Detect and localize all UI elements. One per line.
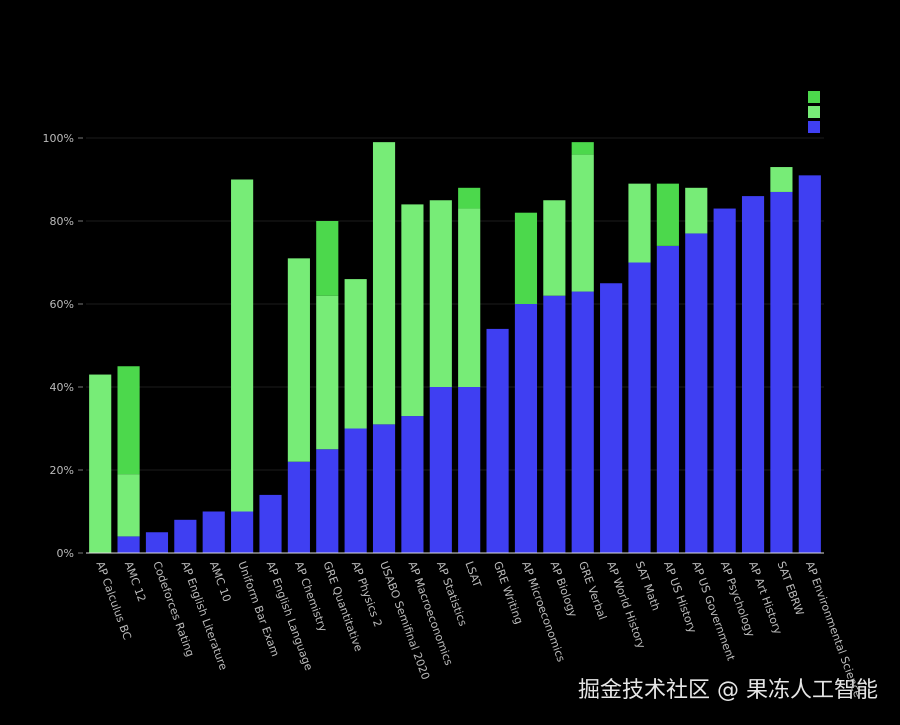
bar-segment <box>372 142 396 425</box>
bar-segment <box>259 494 282 553</box>
bar-segment <box>231 511 254 553</box>
bar-segment <box>287 461 310 553</box>
bar-segment <box>401 416 424 553</box>
bar-segment <box>316 221 339 296</box>
x-tick-label: AMC 10 <box>207 560 234 604</box>
bar-segment <box>117 536 140 553</box>
bar-segment <box>117 366 140 475</box>
bar-segment <box>770 191 793 553</box>
y-tick-label: 40% <box>50 381 74 394</box>
bar-segment <box>202 511 225 553</box>
watermark: 掘金技术社区 @ 果冻人工智能 <box>578 678 878 703</box>
bar-segment <box>287 258 310 462</box>
x-tick-label: SAT Math <box>633 560 663 613</box>
bar-segment <box>231 179 254 512</box>
bar-segment <box>372 424 396 553</box>
bar-segment <box>458 187 481 209</box>
bar-segment <box>458 208 481 387</box>
bar-segment <box>571 154 594 292</box>
bar-segment <box>656 183 679 246</box>
bar-segment <box>741 196 765 553</box>
bar-segment <box>571 291 594 553</box>
bar-segment <box>628 262 651 553</box>
y-tick-label: 0% <box>57 547 74 560</box>
bar-segment <box>713 208 736 554</box>
bar-segment <box>344 428 367 553</box>
bar-segment <box>600 283 623 553</box>
bar-segment <box>174 519 197 553</box>
bar-segment <box>571 142 594 155</box>
bar-segment <box>316 295 339 450</box>
legend-swatch <box>808 121 820 133</box>
bar-segment <box>458 387 481 553</box>
y-tick-label: 100% <box>43 132 74 145</box>
x-tick-label: LSAT <box>462 560 483 590</box>
bar-segment <box>429 200 452 387</box>
legend-swatch <box>808 106 820 118</box>
bar-segment <box>89 374 112 553</box>
bar-segment <box>798 175 821 553</box>
y-tick-label: 80% <box>50 215 74 228</box>
x-tick-label: SAT EBRW <box>775 560 807 618</box>
bar-segment <box>685 233 708 553</box>
bar-segment <box>145 532 169 553</box>
x-tick-label: GRE Verbal <box>576 560 609 622</box>
x-tick-label: GRE Writing <box>491 560 526 626</box>
bar-segment <box>543 295 566 553</box>
bar-segment <box>117 474 140 537</box>
bar-segment <box>429 387 452 553</box>
bar-segment <box>685 187 708 234</box>
y-tick-label: 20% <box>50 464 74 477</box>
y-tick-label: 60% <box>50 298 74 311</box>
bar-segment <box>543 200 566 296</box>
bar-segment <box>514 212 538 304</box>
x-tick-label: AP Biology <box>548 560 580 620</box>
bar-segment <box>316 449 339 553</box>
bar-segment <box>770 167 793 192</box>
legend-swatch <box>808 91 820 103</box>
bar-segment <box>656 245 679 553</box>
bar-segment <box>401 204 424 417</box>
x-tick-label: AMC 12 <box>122 560 149 604</box>
bar-segment <box>344 279 367 429</box>
bar-segment <box>486 328 509 553</box>
bar-segment <box>628 183 651 263</box>
bar-segment <box>514 304 538 553</box>
